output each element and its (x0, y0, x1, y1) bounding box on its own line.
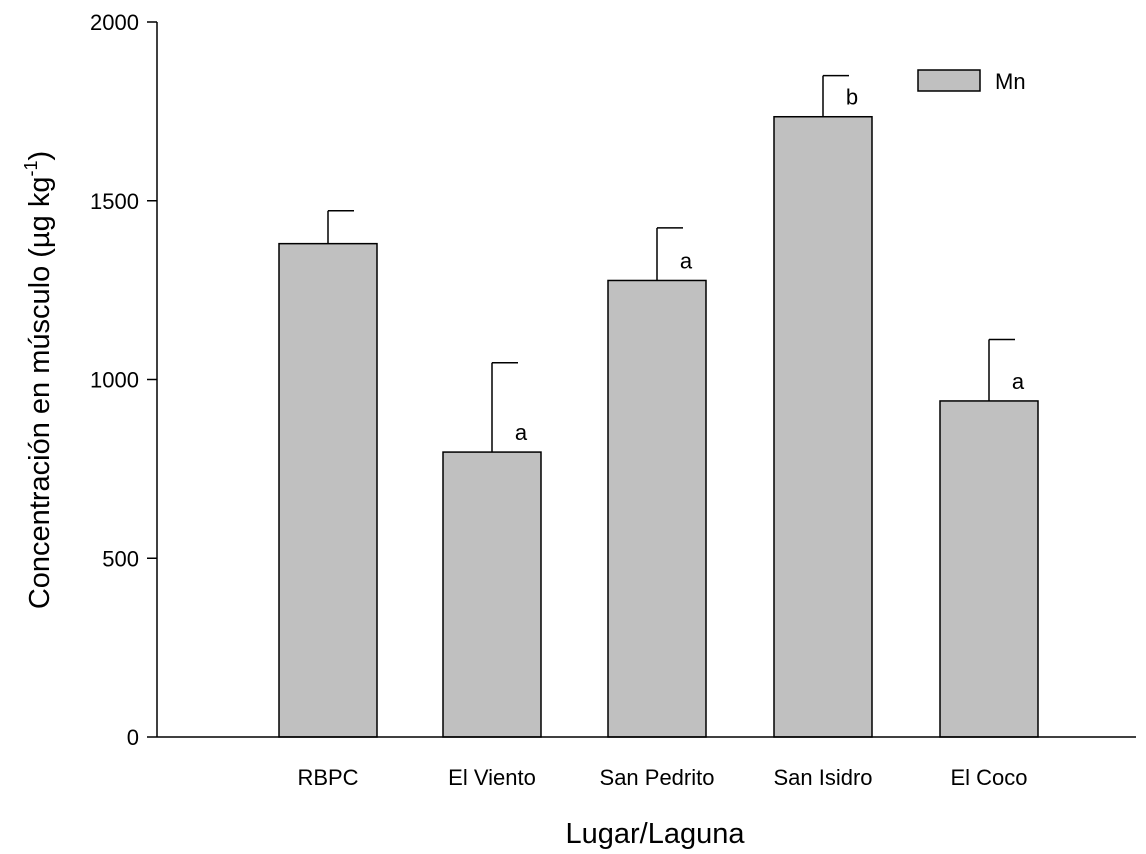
bar (939, 400, 1039, 738)
axes-group: RBPC El Viento San Pedrito San Isidro El Coc… (90, 10, 1136, 790)
y-tick-label: 1000 (90, 368, 139, 393)
x-tick-label: El Viento (448, 765, 536, 790)
y-tick-label: 500 (102, 546, 139, 571)
bar (442, 451, 542, 738)
significance-label: b (846, 85, 858, 110)
legend-swatch-mn (917, 69, 981, 92)
y-tick-label: 2000 (90, 10, 139, 35)
x-tick-label: RBPC (297, 765, 358, 790)
y-tick-label: 1500 (90, 189, 139, 214)
bar (773, 115, 873, 738)
y-axis-title-superscript: -1 (21, 161, 41, 177)
error-bars-group (327, 74, 1015, 453)
bar (607, 279, 707, 738)
significance-label: a (515, 420, 528, 445)
x-axis-title: Lugar/Laguna (566, 818, 746, 850)
y-axis-title: Concentración en músculo (µg kg-1) (21, 151, 56, 609)
y-axis-title-main: Concentración en músculo (µg kg (24, 177, 56, 610)
x-tick-label: San Pedrito (600, 765, 715, 790)
bars-group (278, 115, 1039, 738)
y-axis-title-close: ) (24, 151, 56, 161)
legend-label-mn: Mn (995, 69, 1026, 94)
bar (278, 242, 378, 738)
significance-label: a (680, 248, 693, 273)
y-tick-label: 0 (127, 725, 139, 750)
legend: Mn (917, 69, 1026, 94)
x-tick-label: El Coco (950, 765, 1027, 790)
significance-labels-group: a a b a (515, 85, 1025, 445)
x-tick-label: San Isidro (773, 765, 872, 790)
significance-label: a (1012, 369, 1025, 394)
